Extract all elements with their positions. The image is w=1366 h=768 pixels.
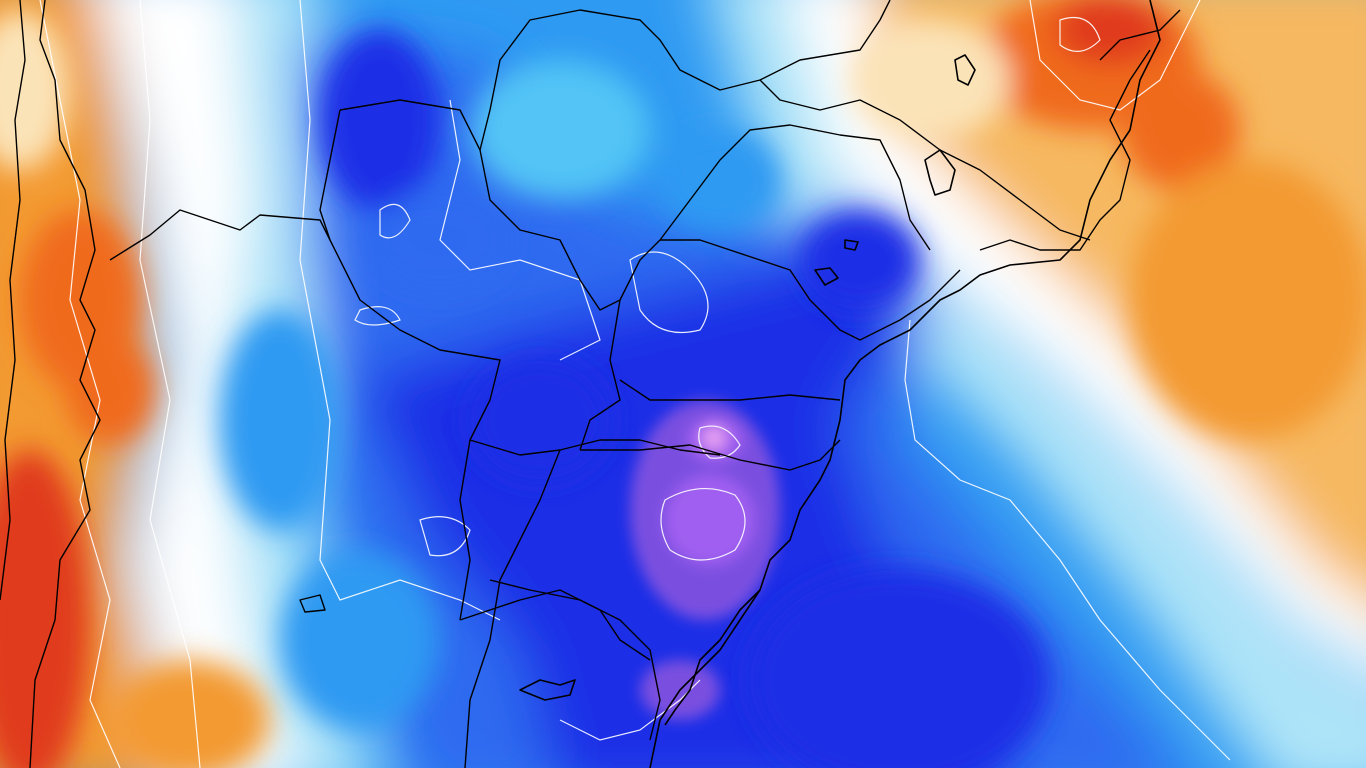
border-uruguay: [489, 579, 661, 741]
violet-inner: [665, 475, 755, 565]
warm-southwest: [110, 660, 270, 768]
blue-patch-northcentral: [470, 60, 650, 200]
island-ne-2: [924, 149, 956, 196]
contour-violet: [660, 487, 746, 561]
coastline: [519, 0, 1161, 768]
border-rio: [979, 49, 1151, 251]
hotspot-west-mid: [65, 335, 155, 445]
border-argentina-north: [469, 439, 721, 456]
coast-plata: [519, 679, 576, 701]
island-sp-2: [844, 239, 859, 251]
contour-center-loop: [629, 251, 709, 334]
blue-patch-center-north: [660, 130, 780, 230]
warm-light-northwest: [0, 10, 70, 170]
white-band-west: [100, 0, 308, 768]
border-argentina-south: [299, 594, 326, 613]
contour-central-1: [439, 99, 601, 361]
border-andes: [29, 0, 101, 768]
border-parana: [619, 239, 661, 301]
contour-loop-2: [354, 306, 401, 326]
blue-patch-north: [320, 30, 440, 210]
coast-brazil-south: [649, 0, 1161, 768]
border-parana-sc: [619, 379, 841, 401]
contour-andes-1: [39, 0, 121, 768]
borders: [0, 0, 1181, 768]
contour-lines: [39, 0, 1231, 768]
hotspot-northeast-core: [1055, 0, 1165, 65]
border-sao-paulo-north: [659, 124, 931, 251]
blue-patch-west: [220, 310, 340, 530]
light-cyan-east: [711, 0, 1366, 768]
border-mato-grosso-sul: [479, 0, 891, 151]
blue-variations: [220, 30, 1050, 768]
blue-patch-southwest: [280, 550, 440, 730]
warm-light-northeast: [850, 20, 1010, 140]
dark-patch-central: [470, 360, 610, 480]
contour-southwest: [419, 516, 471, 557]
cold-core: [630, 400, 780, 720]
border-sc-rs: [580, 439, 841, 471]
contour-west-1: [299, 0, 501, 621]
contour-loop-1: [379, 203, 411, 239]
contour-ne-1: [1029, 0, 1201, 111]
pink-spot: [702, 426, 726, 450]
border-argentina-interior: [464, 449, 561, 768]
coast-chile: [0, 0, 26, 601]
hotspot-west-south: [0, 450, 90, 768]
dark-patch-ne: [800, 210, 920, 310]
contour-east-1: [904, 319, 1231, 761]
warm-east-mid: [1130, 160, 1366, 440]
border-sao-paulo: [660, 239, 961, 341]
border-minas: [759, 79, 1091, 241]
border-espirito-santo: [1099, 9, 1181, 61]
contour-ne-2: [1059, 16, 1101, 52]
border-argentina-mesopotamia: [579, 299, 621, 451]
border-argentina-west: [459, 439, 471, 621]
coast-lagoon: [664, 589, 761, 726]
hotspot-east-coast: [1120, 70, 1240, 190]
dark-patch-south-ocean: [750, 570, 1050, 768]
white-band-east: [775, 0, 1366, 669]
border-paraguay-west: [319, 109, 341, 241]
border-paraguay-brazil: [339, 99, 621, 311]
contour-andes-2: [139, 0, 201, 768]
island-sp: [814, 267, 839, 286]
island-ne-1: [954, 54, 976, 86]
